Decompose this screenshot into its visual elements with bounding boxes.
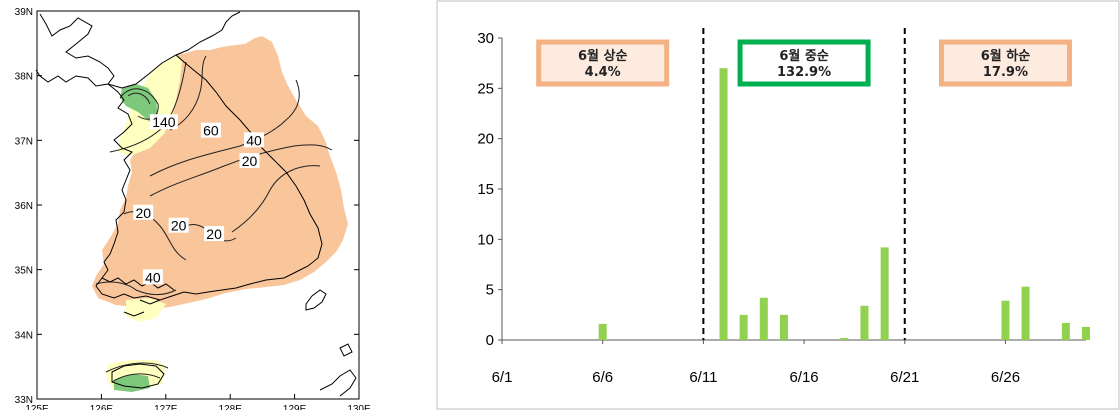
period-box [938, 39, 1072, 87]
map-x-tick-label: 129E [283, 404, 307, 410]
contour-label: 40 [145, 269, 161, 285]
bar [1082, 326, 1090, 340]
contour-label-bg [133, 204, 154, 220]
map-y-tick-label: 35N [15, 266, 33, 277]
map-x-tick-label: 130E [347, 404, 371, 410]
y-axis: 0 5 10 15 20 25 30 [477, 30, 503, 349]
contour-labels: 140 60 40 20 20 20 20 40 [133, 114, 265, 285]
period-name: 6월 하순 [981, 48, 1030, 64]
period-value: 132.9% [777, 65, 831, 80]
bar [598, 323, 607, 340]
bar [1001, 300, 1010, 340]
bar [880, 247, 889, 340]
y-tick-label: 10 [477, 231, 494, 248]
map-x-tick-label: 126E [90, 404, 114, 410]
x-tick-label: 6/6 [592, 369, 613, 386]
contour-label: 20 [135, 205, 151, 221]
period-dividers [702, 28, 906, 340]
x-tick-label: 6/21 [890, 369, 919, 386]
contour-label: 20 [242, 153, 258, 169]
y-tick-label: 20 [477, 131, 494, 148]
map-canvas: 140 60 40 20 20 20 20 40 33N 34N 35N 36N 37N 38N 39N 1… [15, 7, 371, 415]
y-tick-label: 15 [477, 181, 494, 198]
contour-label-bg [149, 114, 178, 130]
map-y-tick-label: 37N [15, 136, 33, 147]
bar [1061, 322, 1070, 340]
bar [719, 68, 728, 340]
precip-anomaly-map: 140 60 40 20 20 20 20 40 33N 34N 35N 36N 37N 38N 39N 1… [0, 0, 400, 415]
bar [759, 297, 768, 340]
bar [739, 314, 748, 340]
contour-label: 60 [203, 123, 219, 139]
contour-label: 20 [206, 226, 222, 242]
x-tick-label: 6/1 [492, 369, 513, 386]
contour-label: 20 [171, 218, 187, 234]
contour-label-bg [204, 226, 225, 242]
shade-yellow-south [126, 298, 166, 322]
map-y-tick-label: 33N [15, 395, 33, 406]
map-x-tick-label: 125E [25, 404, 49, 410]
map-y-tick-label: 38N [15, 72, 33, 83]
contour-label-bg [244, 132, 265, 148]
y-tick-label: 5 [486, 282, 494, 299]
bar-chart-canvas: 0 5 10 15 20 25 30 6/1 6/6 6/11 6/16 6/21 6/26 6월 상… [436, 0, 1120, 410]
contour-label: 40 [246, 132, 262, 148]
x-axis: 6/1 6/6 6/11 6/16 6/21 6/26 [492, 339, 1086, 386]
bar [840, 337, 849, 340]
x-tick-label: 6/11 [689, 369, 717, 386]
contour-label-bg [142, 269, 163, 285]
x-tick-label: 6/16 [789, 369, 818, 386]
contour-label: 140 [152, 114, 176, 130]
period-box [536, 39, 670, 87]
map-y-tick-label: 39N [15, 7, 33, 18]
period-box [737, 39, 871, 87]
shade-green-region [120, 84, 158, 122]
coastline [35, 11, 357, 397]
period-name: 6월 중순 [779, 48, 828, 64]
map-y-tick-label: 36N [15, 201, 33, 212]
y-tick-label: 30 [477, 30, 494, 47]
x-tick-label: 6/26 [991, 369, 1020, 386]
bar [860, 305, 869, 340]
daily-precip-bar-chart: 0 5 10 15 20 25 30 6/1 6/6 6/11 6/16 6/21 6/26 6월 상… [436, 0, 1120, 410]
bars [598, 68, 1090, 340]
period-value: 17.9% [983, 65, 1028, 80]
period-value: 4.4% [585, 65, 621, 80]
y-tick-label: 25 [477, 80, 494, 97]
period-name: 6월 상순 [578, 48, 627, 64]
y-tick-label: 0 [486, 332, 494, 349]
contour-label-bg [239, 153, 260, 169]
map-x-tick-label: 128E [219, 404, 243, 410]
map-x-tick-label: 127E [154, 404, 178, 410]
contour-label-bg [168, 217, 189, 233]
bar [1021, 286, 1030, 340]
contour-label-bg [200, 122, 221, 138]
map-y-tick-label: 34N [15, 330, 33, 341]
bar [779, 314, 788, 340]
